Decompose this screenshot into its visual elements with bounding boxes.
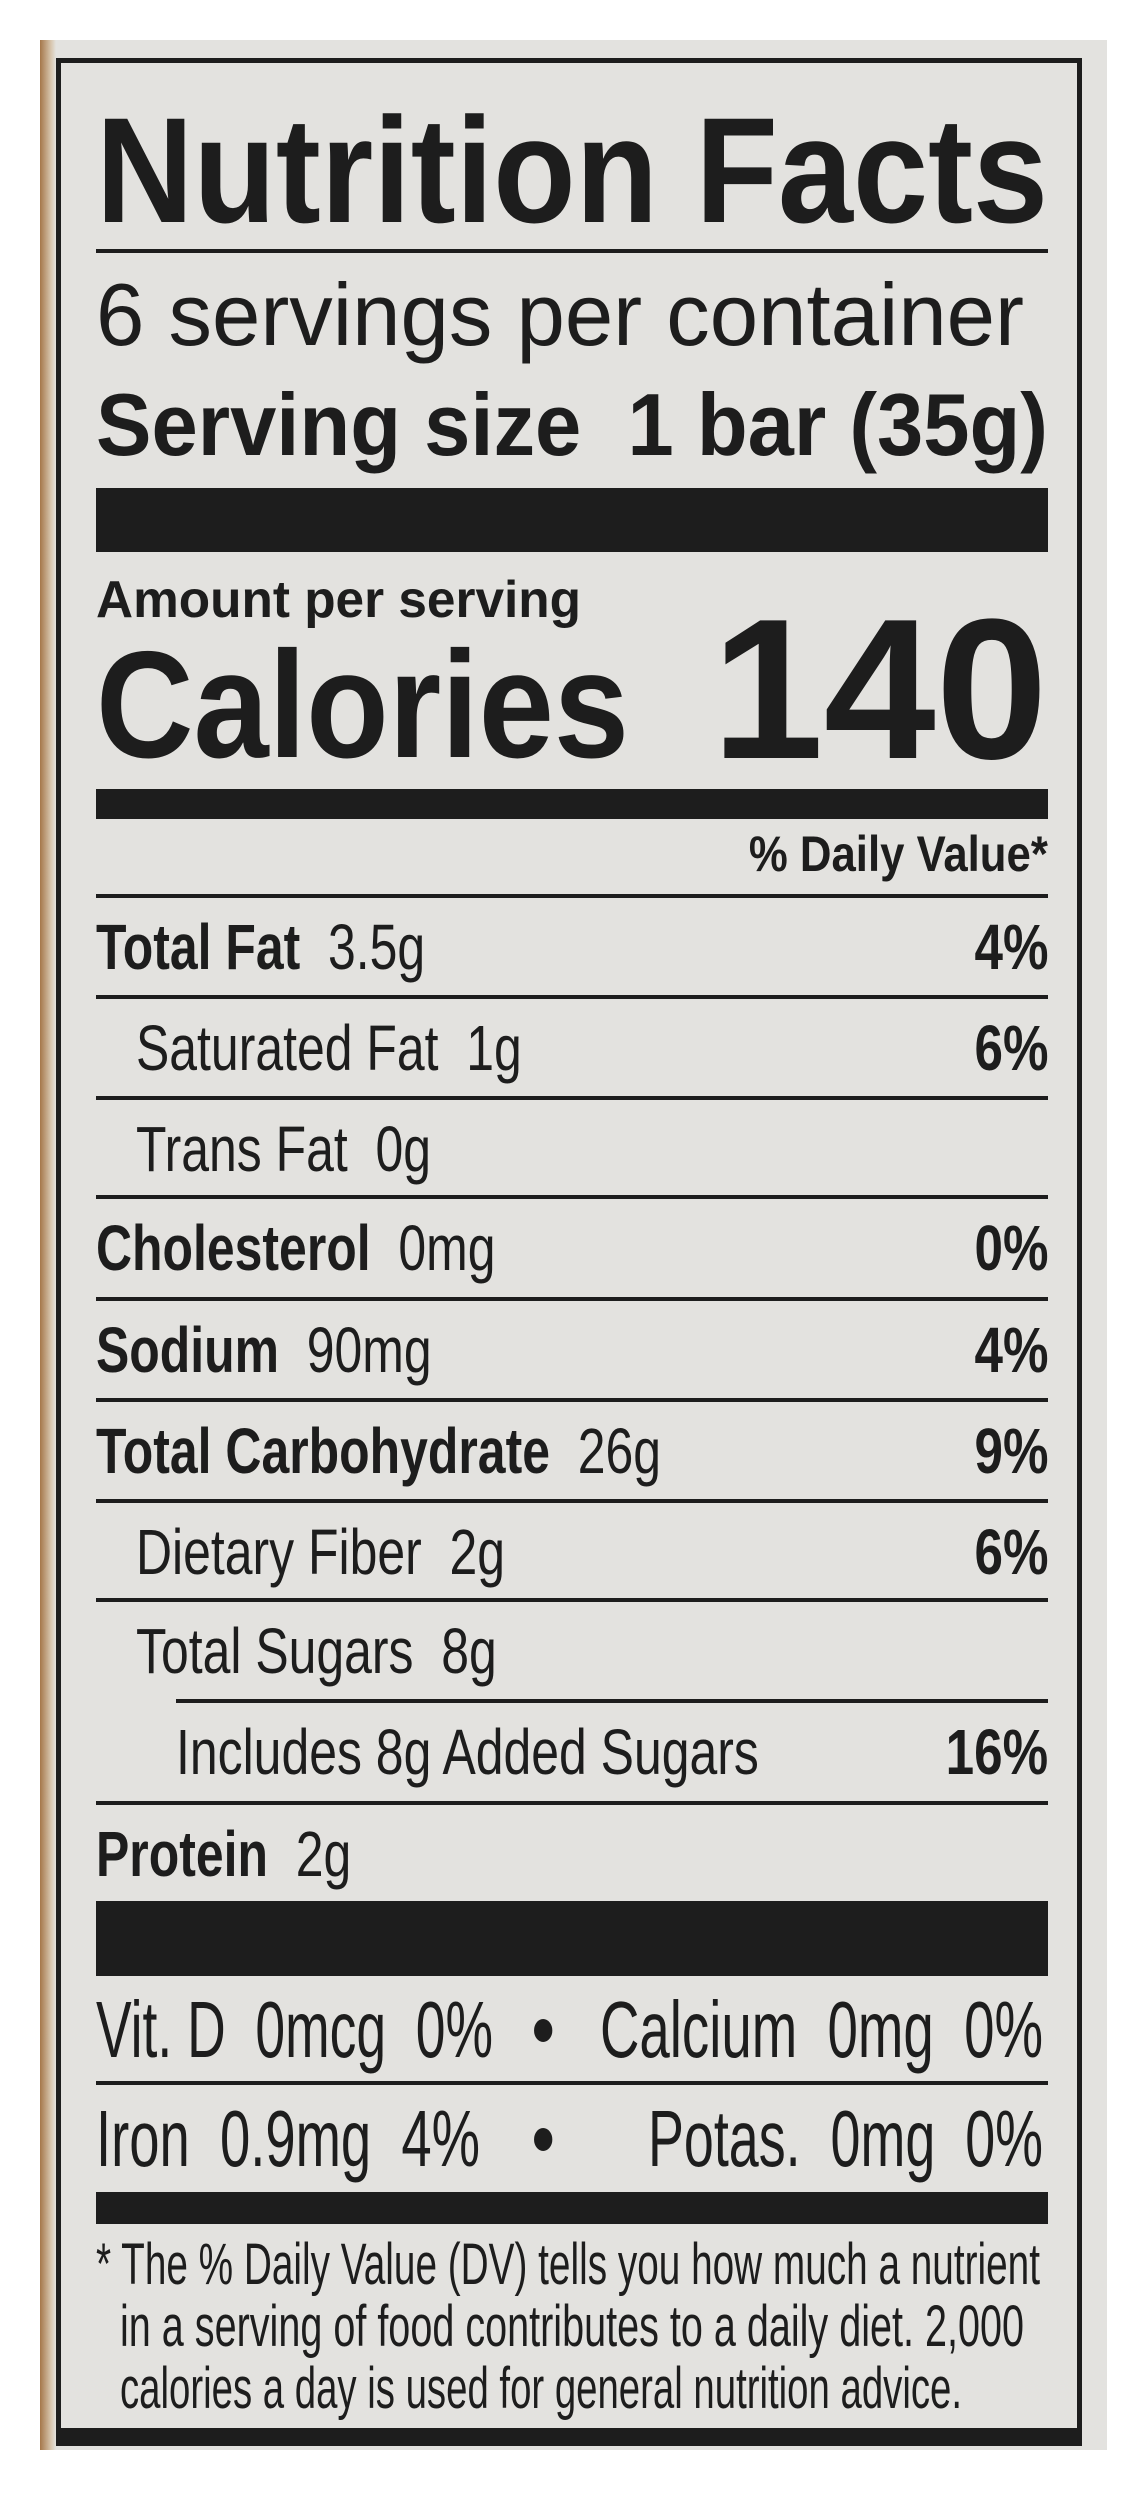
daily-value-percent: 9% <box>974 1414 1048 1487</box>
divider <box>96 1195 1048 1199</box>
nutrient-amount: 3.5g <box>328 910 426 983</box>
bullet-separator: • <box>532 2094 555 2183</box>
nutrient-row: Cholesterol 0mg 0% <box>96 1197 1048 1298</box>
nutrient-row: Includes 8g Added Sugars 16% <box>96 1701 1048 1802</box>
divider <box>96 1801 1048 1805</box>
nutrient-name: Cholesterol <box>96 1211 371 1284</box>
nutrient-amount: 0mg <box>398 1211 496 1284</box>
nutrient-name: Trans Fat <box>136 1112 348 1185</box>
nutrient-name: Total Fat <box>96 910 301 983</box>
nutrient-label: Total Carbohydrate 26g <box>96 1414 820 1488</box>
nutrient-label: Sodium 90mg <box>96 1313 526 1387</box>
vitamin-entry: Calcium 0mg 0% <box>600 1985 1043 2074</box>
nutrient-label: Trans Fat 0g <box>136 1112 514 1186</box>
daily-value-percent: 0% <box>974 1211 1048 1284</box>
footnote-line: calories a day is used for general nutri… <box>120 2356 962 2421</box>
nutrient-name: Saturated Fat <box>136 1011 439 1084</box>
divider <box>96 995 1048 999</box>
nutrient-amount: 8g <box>441 1614 497 1687</box>
nutrient-label: Cholesterol 0mg <box>96 1211 608 1285</box>
servings-per-container: 6 servings per container <box>96 265 1024 364</box>
daily-value-percent: 4% <box>974 1313 1048 1386</box>
serving-size: Serving size 1 bar (35g) <box>96 375 1048 474</box>
daily-value-percent: 16% <box>945 1715 1048 1788</box>
thick-bar <box>96 1901 1048 1976</box>
title: Nutrition Facts <box>96 86 1048 254</box>
divider <box>96 1398 1048 1402</box>
calories-value: 140 <box>712 578 1048 801</box>
daily-value-percent: 4% <box>974 910 1048 983</box>
daily-value-header: % Daily Value* <box>749 826 1048 882</box>
thick-bar <box>96 488 1048 552</box>
amount-per-serving: Amount per serving <box>96 571 581 629</box>
vitamin-entry: Vit. D 0mcg 0% <box>96 1985 493 2074</box>
nutrient-label: Protein 2g <box>96 1817 423 1891</box>
thick-bar <box>96 2192 1048 2224</box>
nutrient-row: Dietary Fiber 2g 6% <box>96 1501 1048 1602</box>
nutrient-amount: 90mg <box>306 1313 432 1386</box>
nutrient-row: Total Carbohydrate 26g 9% <box>96 1400 1048 1501</box>
vitamin-entry: Potas. 0mg 0% <box>648 2094 1043 2183</box>
label-background <box>40 40 1107 2450</box>
nutrient-amount: 0g <box>375 1112 432 1185</box>
divider <box>96 1096 1048 1100</box>
nutrient-amount: 1g <box>466 1011 522 1084</box>
thick-bar <box>96 789 1048 819</box>
vitamin-entry: Iron 0.9mg 4% <box>96 2094 480 2183</box>
nutrient-label: Total Sugars 8g <box>136 1614 599 1688</box>
daily-value-percent: 6% <box>974 1011 1048 1084</box>
nutrient-label: Saturated Fat 1g <box>136 1011 631 1085</box>
package-edge <box>40 40 56 2450</box>
divider <box>96 1499 1048 1503</box>
divider <box>96 2081 1048 2085</box>
nutrient-name: Total Sugars <box>136 1614 414 1687</box>
nutrient-row: Protein 2g <box>96 1803 1048 1904</box>
nutrient-name: Includes 8g Added Sugars <box>176 1715 759 1788</box>
nutrient-name: Sodium <box>96 1313 280 1386</box>
nutrient-row: Total Fat 3.5g 4% <box>96 896 1048 997</box>
divider <box>176 1699 1048 1703</box>
daily-value-percent: 6% <box>974 1515 1048 1588</box>
nutrient-row: Sodium 90mg 4% <box>96 1299 1048 1400</box>
calories-label: Calories <box>96 620 629 790</box>
divider <box>96 894 1048 898</box>
nutrient-name: Dietary Fiber <box>136 1515 422 1588</box>
nutrient-label: Dietary Fiber 2g <box>136 1515 609 1589</box>
divider <box>96 249 1048 253</box>
bullet-separator: • <box>532 1985 555 2074</box>
nutrient-label: Total Fat 3.5g <box>96 910 518 984</box>
nutrition-facts-panel <box>56 58 1082 2446</box>
nutrient-row: Total Sugars 8g <box>96 1600 1048 1701</box>
nutrient-label: Includes 8g Added Sugars <box>176 1715 923 1789</box>
nutrient-name: Total Carbohydrate <box>96 1414 550 1487</box>
nutrient-row: Trans Fat 0g <box>96 1098 1048 1199</box>
nutrient-name: Protein <box>96 1817 268 1890</box>
footnote-line: * The % Daily Value (DV) tells you how m… <box>96 2232 1040 2297</box>
divider <box>96 1297 1048 1301</box>
nutrient-row: Saturated Fat 1g 6% <box>96 997 1048 1098</box>
nutrient-amount: 2g <box>295 1817 352 1890</box>
nutrient-amount: 26g <box>577 1414 661 1487</box>
footnote-line: in a serving of food contributes to a da… <box>120 2294 1024 2359</box>
nutrient-amount: 2g <box>449 1515 505 1588</box>
divider <box>96 1598 1048 1602</box>
